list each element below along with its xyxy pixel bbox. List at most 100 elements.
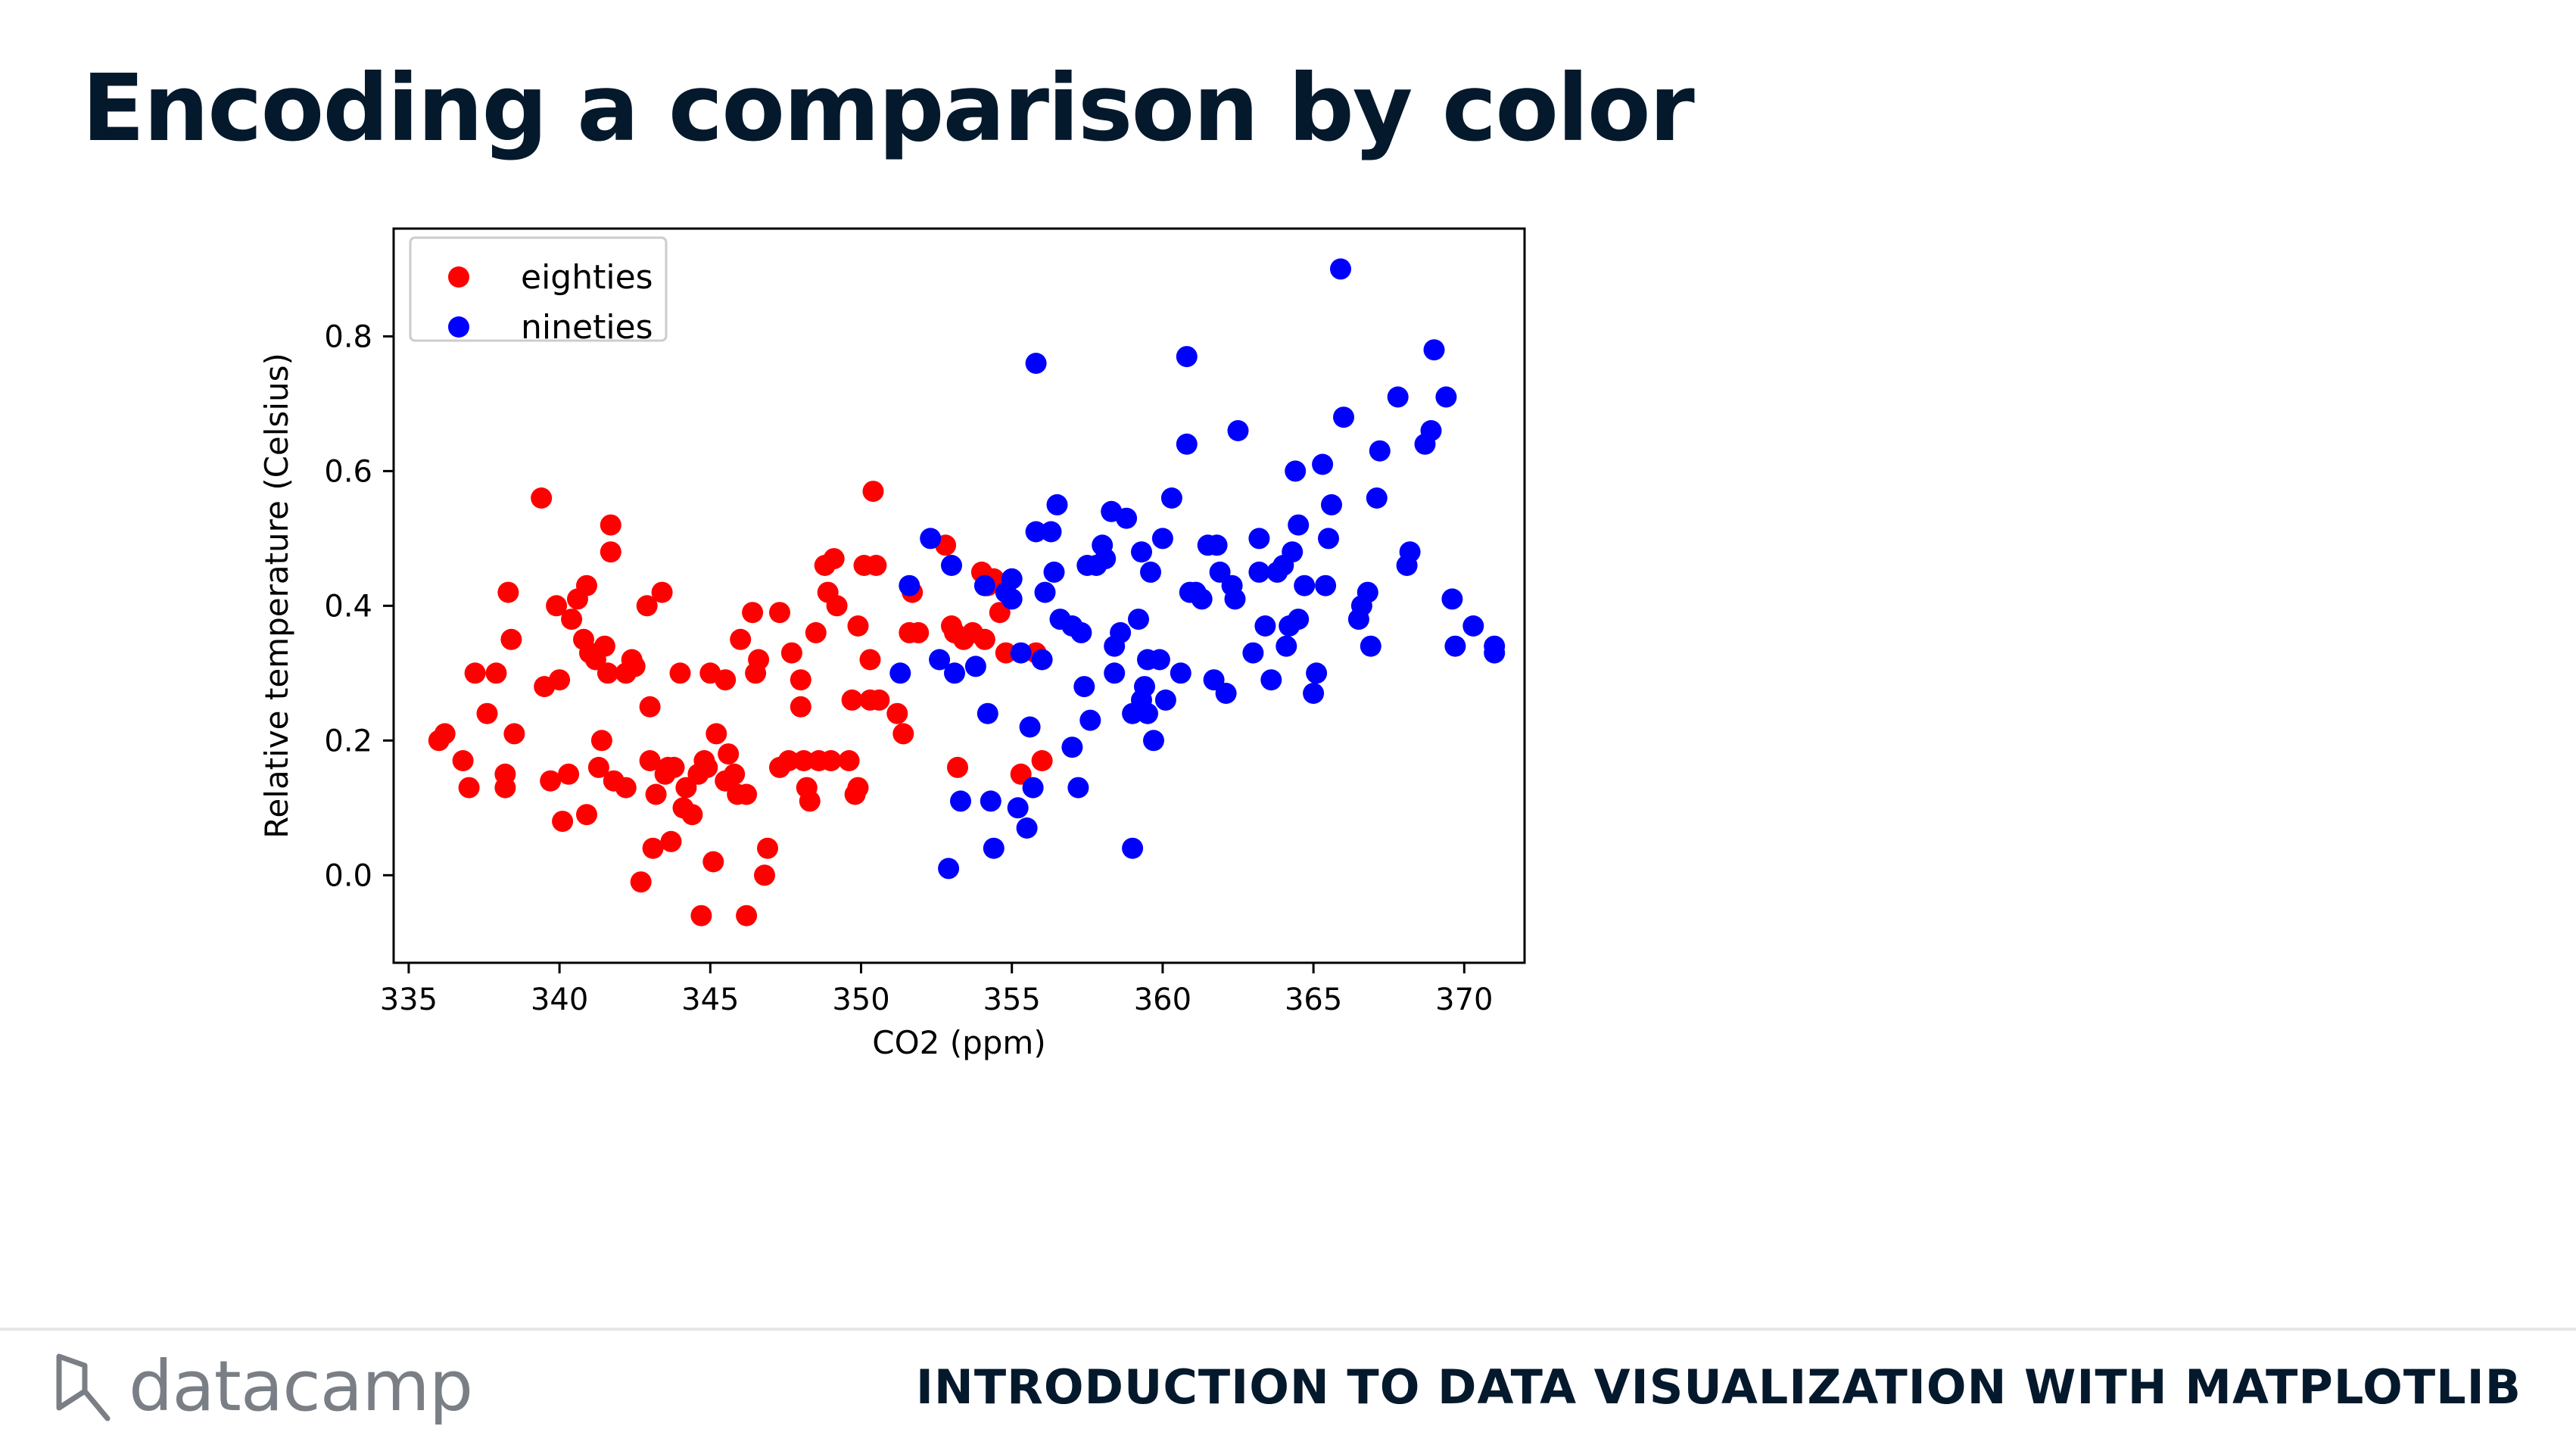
point-eighties — [757, 837, 778, 859]
point-nineties — [1043, 561, 1065, 583]
point-eighties — [1031, 750, 1053, 771]
point-eighties — [587, 756, 609, 778]
point-eighties — [793, 750, 815, 771]
point-nineties — [1227, 420, 1249, 441]
point-eighties — [434, 723, 456, 745]
point-nineties — [938, 858, 960, 880]
point-eighties — [947, 756, 968, 778]
point-eighties — [464, 662, 486, 684]
point-eighties — [820, 750, 842, 771]
point-eighties — [590, 730, 612, 752]
point-nineties — [1303, 683, 1325, 704]
x-tick-label: 365 — [1285, 982, 1342, 1017]
point-eighties — [847, 615, 869, 637]
legend-marker-nineties — [448, 316, 469, 338]
point-eighties — [995, 642, 1017, 664]
point-nineties — [1016, 817, 1038, 839]
point-eighties — [799, 790, 821, 812]
point-nineties — [1260, 669, 1282, 691]
point-eighties — [458, 777, 480, 799]
y-tick-label: 0.8 — [324, 319, 372, 354]
point-eighties — [736, 783, 758, 805]
scatter-chart: 335 340 345 350 355 360 365 370 0.0 0.2 0.4 0.6 0.8… — [258, 227, 1526, 1061]
point-eighties — [596, 662, 618, 684]
point-nineties — [1312, 453, 1334, 475]
point-eighties — [639, 696, 661, 718]
point-eighties — [675, 777, 697, 799]
point-nineties — [1070, 621, 1092, 643]
point-nineties — [1022, 777, 1044, 799]
point-eighties — [736, 905, 758, 926]
point-nineties — [1116, 507, 1138, 529]
point-nineties — [1010, 642, 1032, 664]
point-eighties — [630, 871, 652, 893]
point-eighties — [615, 777, 637, 799]
point-nineties — [1154, 689, 1176, 711]
point-nineties — [944, 662, 965, 684]
y-axis-ticks: 0.0 0.2 0.4 0.6 0.8 — [324, 319, 394, 893]
point-nineties — [1248, 561, 1270, 583]
point-eighties — [748, 649, 770, 671]
point-eighties — [841, 689, 863, 711]
point-eighties — [826, 595, 848, 617]
point-nineties — [950, 790, 971, 812]
point-eighties — [549, 669, 571, 691]
point-nineties — [1001, 568, 1023, 590]
point-nineties — [1191, 588, 1213, 610]
y-tick-label: 0.6 — [324, 454, 372, 489]
plot-area — [428, 258, 1506, 926]
x-tick-label: 350 — [832, 982, 889, 1017]
y-tick-label: 0.0 — [324, 858, 372, 893]
point-nineties — [929, 649, 951, 671]
point-nineties — [1288, 514, 1310, 536]
point-eighties — [706, 723, 727, 745]
point-eighties — [485, 662, 507, 684]
point-eighties — [558, 763, 580, 785]
point-eighties — [593, 635, 615, 657]
point-eighties — [639, 750, 661, 771]
point-nineties — [1360, 635, 1381, 657]
point-nineties — [1330, 258, 1351, 280]
point-nineties — [1248, 528, 1270, 550]
point-eighties — [696, 756, 718, 778]
point-nineties — [1031, 649, 1053, 671]
point-eighties — [500, 628, 522, 650]
point-nineties — [1025, 521, 1047, 543]
point-nineties — [889, 662, 911, 684]
logo-text: datacamp — [129, 1346, 473, 1427]
point-nineties — [1315, 574, 1337, 596]
point-nineties — [1151, 528, 1173, 550]
point-nineties — [1318, 528, 1339, 550]
point-eighties — [642, 837, 664, 859]
point-eighties — [531, 487, 553, 509]
point-eighties — [576, 804, 597, 826]
point-nineties — [1294, 574, 1316, 596]
point-eighties — [669, 662, 691, 684]
point-nineties — [1484, 642, 1506, 664]
point-eighties — [780, 642, 802, 664]
point-nineties — [1420, 420, 1442, 441]
point-eighties — [790, 696, 811, 718]
point-eighties — [715, 669, 737, 691]
x-tick-label: 360 — [1134, 982, 1191, 1017]
x-tick-label: 340 — [531, 982, 588, 1017]
point-eighties — [663, 756, 685, 778]
point-nineties — [973, 574, 995, 596]
legend-label-eighties: eighties — [521, 258, 653, 297]
point-nineties — [1001, 588, 1023, 610]
point-eighties — [503, 723, 525, 745]
point-nineties — [1224, 588, 1246, 610]
y-tick-label: 0.4 — [324, 589, 372, 624]
point-nineties — [1095, 548, 1117, 570]
point-eighties — [823, 548, 845, 570]
legend-label-nineties: nineties — [521, 308, 653, 347]
point-eighties — [908, 621, 930, 643]
point-eighties — [636, 595, 658, 617]
point-eighties — [769, 602, 790, 624]
point-eighties — [660, 830, 682, 852]
datacamp-logo-icon — [56, 1353, 111, 1421]
point-nineties — [1160, 487, 1182, 509]
x-tick-label: 345 — [681, 982, 739, 1017]
point-nineties — [1007, 797, 1029, 819]
point-eighties — [561, 609, 583, 631]
